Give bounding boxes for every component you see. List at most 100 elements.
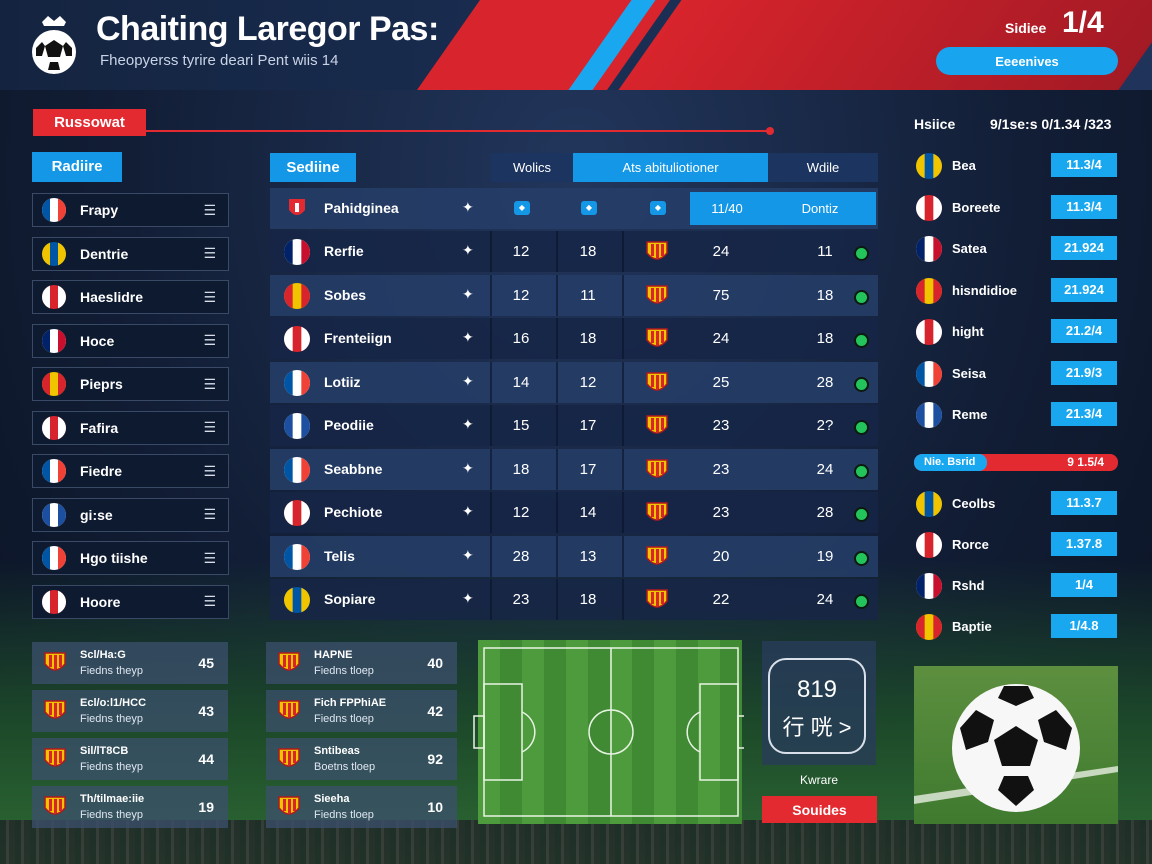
crest-icon <box>289 199 305 215</box>
crest-icon <box>644 586 670 614</box>
right-list-item[interactable]: Boreete 11.3/4 <box>914 194 1120 224</box>
flag-icon <box>284 543 310 570</box>
right-list-item[interactable]: Baptie 1/4.8 <box>914 613 1120 643</box>
column-separator <box>490 535 492 577</box>
right-list-item[interactable]: Seisa 21.9/3 <box>914 360 1120 390</box>
team-card[interactable]: Sil/lT8CB Fiedns theyp 44 <box>32 738 228 780</box>
menu-icon[interactable]: ☰ <box>203 462 216 479</box>
score-value: 819 <box>796 676 838 703</box>
left-list-item-label: Haeslidre <box>80 289 144 305</box>
team-card-number: 44 <box>198 751 214 767</box>
menu-icon[interactable]: ☰ <box>203 419 216 435</box>
right-list-item[interactable]: hight 21.2/4 <box>914 318 1120 348</box>
flag-icon <box>284 239 310 265</box>
crest-icon <box>276 697 302 725</box>
table-cell: 24 <box>712 243 730 260</box>
menu-icon[interactable]: ☰ <box>203 593 216 609</box>
table-row[interactable]: Pahidginea ✦ ◆ ◆ ◆ 11/40 Dontiz <box>270 188 878 229</box>
column-separator <box>622 231 624 272</box>
team-card-title: Scl/Ha:G <box>80 649 126 661</box>
left-list-header[interactable]: Radiire <box>32 152 122 182</box>
flag-icon <box>42 372 66 396</box>
menu-icon[interactable]: ☰ <box>203 245 216 261</box>
header-action-button[interactable]: Eeeenives <box>936 47 1118 75</box>
table-cell: 23 <box>712 460 730 478</box>
left-list-item[interactable]: Haeslidre ☰ <box>32 280 229 314</box>
left-list-item[interactable]: Pieprs ☰ <box>32 367 229 401</box>
left-list-item[interactable]: Frapy ☰ <box>32 193 229 227</box>
left-list-item[interactable]: Hoce ☰ <box>32 323 229 358</box>
right-list-item-value: 11.3/4 <box>1051 153 1117 177</box>
menu-icon[interactable]: ☰ <box>203 549 216 566</box>
table-col-header[interactable]: Ats abituliotioner <box>573 153 768 182</box>
team-card[interactable]: Ecl/o:l1/HCC Fiedns theyp 43 <box>32 690 228 732</box>
table-cell: 14 <box>579 504 597 521</box>
team-card-subtitle: Fiedns tloep <box>314 713 374 725</box>
table-col-header[interactable]: Wolics <box>491 153 573 182</box>
team-card-title: Ecl/o:l1/HCC <box>80 697 147 709</box>
team-card[interactable]: Sieeha Fiedns tloep 10 <box>266 786 457 828</box>
right-list-item[interactable]: hisndidioe 21.924 <box>914 277 1120 307</box>
crest-icon <box>44 748 66 767</box>
right-list-item[interactable]: Bea 11.3/4 <box>914 152 1120 182</box>
left-list-item[interactable]: Fafira ☰ <box>32 410 229 445</box>
left-list-item[interactable]: Fiedre ☰ <box>32 454 229 488</box>
right-list-item[interactable]: Ceolbs 11.3.7 <box>914 490 1120 520</box>
flag-icon <box>284 456 310 483</box>
flag-icon <box>916 236 942 262</box>
team-card[interactable]: Th/tilmae:iie Fiedns theyp 19 <box>32 786 228 828</box>
table-row-name: Seabbne <box>324 460 383 477</box>
table-col-header[interactable]: Wdile <box>768 153 878 182</box>
table-row[interactable]: Lotiiz ✦ 14 12 25 28 <box>270 361 878 403</box>
table-row[interactable]: Sopiare ✦ 23 18 22 24 <box>270 579 878 620</box>
flag-icon <box>916 402 942 428</box>
column-separator <box>490 492 492 533</box>
table-row[interactable]: Peodiie ✦ 15 17 23 2? <box>270 405 878 446</box>
table-row[interactable]: Pechiote ✦ 12 14 23 28 <box>270 492 878 533</box>
status-dot-icon <box>854 594 869 609</box>
left-list-item[interactable]: Hgo tiishe ☰ <box>32 541 229 575</box>
score-action-button[interactable]: Souides <box>762 796 877 823</box>
table-row[interactable]: Telis ✦ 28 13 20 19 <box>270 535 878 577</box>
table-cell: 12 <box>512 243 530 260</box>
right-list-item[interactable]: Satea 21.924 <box>914 235 1120 265</box>
column-separator <box>556 448 558 490</box>
left-list-item[interactable]: Dentrie ☰ <box>32 236 229 271</box>
column-separator <box>490 448 492 490</box>
team-card[interactable]: Scl/Ha:G Fiedns theyp 45 <box>32 642 228 684</box>
left-list-item[interactable]: gi:se ☰ <box>32 497 229 532</box>
team-card[interactable]: Fich FPPhiAE Fiedns tloep 42 <box>266 690 457 732</box>
table-row[interactable]: Frenteiign ✦ 16 18 24 18 <box>270 318 878 359</box>
left-list-item[interactable]: Hoore ☰ <box>32 584 229 619</box>
table-cell: 24 <box>816 591 834 608</box>
table-cell: 2? <box>816 417 834 434</box>
team-card-number: 19 <box>198 799 214 815</box>
table-cell: 15 <box>512 417 530 434</box>
crest-icon <box>644 412 670 440</box>
menu-icon[interactable]: ☰ <box>203 201 216 218</box>
table-row[interactable]: Rerfie ✦ 12 18 24 11 <box>270 231 878 272</box>
menu-icon[interactable]: ☰ <box>203 332 216 348</box>
table-cell: 17 <box>579 460 597 478</box>
table-row[interactable]: Sobes ✦ 12 11 75 18 <box>270 274 878 316</box>
menu-icon[interactable]: ☰ <box>203 506 216 522</box>
flag-icon <box>284 282 310 309</box>
flag-icon <box>42 502 66 527</box>
menu-icon[interactable]: ☰ <box>203 375 216 392</box>
table-cell: 28 <box>512 547 530 565</box>
flag-icon <box>42 328 66 353</box>
team-card[interactable]: HAPNE Fiedns tloep 40 <box>266 642 457 684</box>
right-list-item[interactable]: Reme 21.3/4 <box>914 401 1120 431</box>
right-list-item[interactable]: Rshd 1/4 <box>914 572 1120 602</box>
right-list-item-value: 1.37.8 <box>1051 532 1117 556</box>
status-dot-icon <box>854 246 869 261</box>
flag-icon <box>42 415 66 440</box>
team-card[interactable]: Sntibeas Boetns tloep 92 <box>266 738 457 780</box>
menu-icon[interactable]: ☰ <box>203 288 216 305</box>
right-list-item[interactable]: Rorce 1.37.8 <box>914 531 1120 561</box>
right-list-item-name: Rshd <box>952 578 985 593</box>
table-side-header[interactable]: Sediine <box>270 153 356 182</box>
table-row[interactable]: Seabbne ✦ 18 17 23 24 <box>270 448 878 490</box>
crest-icon <box>276 745 302 773</box>
flag-icon <box>42 241 66 266</box>
